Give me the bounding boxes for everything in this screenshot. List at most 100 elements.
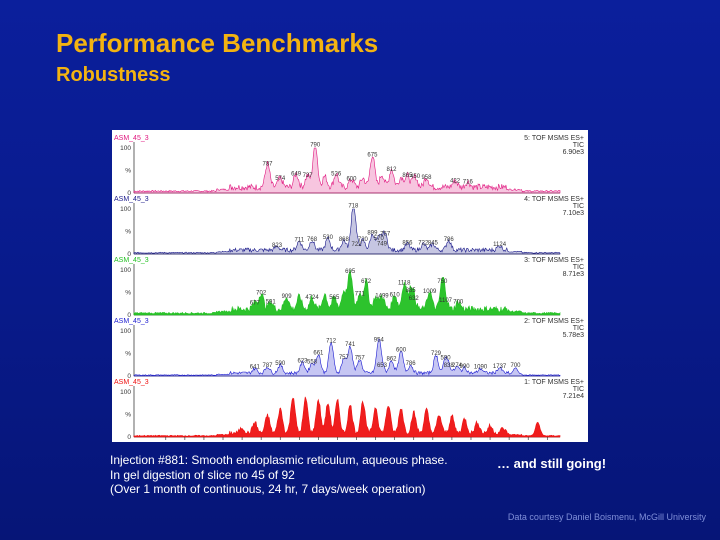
y-tick-label: 100 xyxy=(120,389,131,396)
series-trace-3 xyxy=(133,269,561,316)
panel-scan-label: 4: TOF MSMS ES+ xyxy=(524,196,584,203)
peak-label: 865 xyxy=(402,173,413,179)
y-tick-label: 0 xyxy=(127,373,131,380)
panel-intensity-label: 7.21e4 xyxy=(563,393,585,400)
peak-label: 757 xyxy=(355,356,366,362)
series-trace-5 xyxy=(133,396,561,438)
y-tick-label: % xyxy=(125,351,131,358)
panel-name-label: ASM_45_3 xyxy=(114,257,149,264)
peak-label: 1124 xyxy=(493,242,507,248)
peak-label: 868 xyxy=(339,237,350,243)
panel-intensity-label: 6.90e3 xyxy=(563,149,585,156)
peak-label: 856 xyxy=(402,240,413,246)
peak-label: 600 xyxy=(396,348,407,354)
peak-label: 787 xyxy=(263,363,274,369)
peak-label: 422 xyxy=(450,179,461,185)
peak-label: 695 xyxy=(345,269,356,275)
peak-label: 716 xyxy=(463,179,474,185)
peak-label: 600 xyxy=(346,177,357,183)
peak-label: 958 xyxy=(421,175,432,181)
peak-label: 790 xyxy=(310,143,321,149)
peak-label: 274 xyxy=(452,363,463,369)
peak-label: 565 xyxy=(329,295,340,301)
series-trace-2 xyxy=(133,208,561,255)
panel-name-label: ASM_45_3 xyxy=(114,135,149,142)
y-tick-label: % xyxy=(125,229,131,236)
peak-label: 711 xyxy=(295,238,305,244)
peak-label: 885 xyxy=(406,288,417,294)
y-tick-label: 100 xyxy=(120,206,131,213)
peak-label: 530 xyxy=(323,235,334,241)
panel-scan-label: 1: TOF MSMS ES+ xyxy=(524,379,584,386)
peak-label: 702 xyxy=(256,291,267,297)
peak-label: 786 xyxy=(444,237,455,243)
panel-name-label: ASM_45_3 xyxy=(114,379,149,386)
caption-line-1: Injection #881: Smooth endoplasmic retic… xyxy=(110,453,448,467)
peak-label: 1737 xyxy=(493,364,507,370)
peak-label: 722 xyxy=(352,242,363,248)
panel-trace-label: TIC xyxy=(573,264,584,271)
injection-caption: Injection #881: Smooth endoplasmic retic… xyxy=(110,453,448,497)
peak-label: 954 xyxy=(374,338,385,344)
peak-label: 610 xyxy=(390,292,401,298)
peak-label: 862 xyxy=(386,357,397,363)
peak-label: 909 xyxy=(282,294,293,300)
slide-subtitle: Robustness xyxy=(56,64,171,86)
peak-label: 700 xyxy=(510,363,521,369)
peak-label: 450 xyxy=(410,174,421,180)
peak-label: 672 xyxy=(361,279,372,285)
peak-label: 661 xyxy=(313,350,324,356)
peak-label: 741 xyxy=(345,342,356,348)
peak-label: 899 xyxy=(367,231,378,237)
peak-label: 590 xyxy=(275,361,286,367)
peak-label: 990 xyxy=(460,364,471,370)
y-tick-label: 100 xyxy=(120,328,131,335)
data-credit: Data courtesy Daniel Boismenu, McGill Un… xyxy=(507,512,706,522)
peak-label: 787 xyxy=(263,161,274,167)
tagline: … and still going! xyxy=(497,456,607,471)
peak-label: 649 xyxy=(291,171,302,177)
peak-label: 786 xyxy=(406,361,417,367)
peak-label: 823 xyxy=(272,243,283,249)
panel-name-label: ASM_45_3 xyxy=(114,196,149,203)
panel-trace-label: TIC xyxy=(573,142,584,149)
peak-label: 812 xyxy=(386,167,397,173)
peak-label: 623 xyxy=(297,358,308,364)
panel-name-label: ASM_45_3 xyxy=(114,318,149,325)
peak-label: 4724 xyxy=(305,295,319,301)
peak-label: 757 xyxy=(339,355,350,361)
peak-label: 1118 xyxy=(398,281,411,287)
panel-trace-label: TIC xyxy=(573,325,584,332)
peak-label: 591 xyxy=(266,300,277,306)
panel-intensity-label: 7.10e3 xyxy=(563,210,585,217)
peak-label: 718 xyxy=(348,204,359,210)
caption-line-3: (Over 1 month of continuous, 24 hr, 7 da… xyxy=(110,482,426,496)
peak-label: 590 xyxy=(441,356,452,362)
peak-label: 526 xyxy=(331,171,342,177)
peak-label: 570 xyxy=(374,236,385,242)
panel-trace-label: TIC xyxy=(573,203,584,210)
peak-label: 677 xyxy=(250,301,261,307)
y-tick-label: 0 xyxy=(127,190,131,197)
panel-intensity-label: 8.71e3 xyxy=(563,271,585,278)
peak-label: 838 xyxy=(444,363,455,369)
panel-scan-label: 5: TOF MSMS ES+ xyxy=(524,135,584,142)
peak-label: 1107 xyxy=(439,298,453,304)
peak-label: 771 xyxy=(355,292,366,298)
peak-label: 720 xyxy=(358,237,369,243)
peak-label: 749 xyxy=(377,241,388,247)
panel-scan-label: 2: TOF MSMS ES+ xyxy=(524,318,584,325)
peak-label: 641 xyxy=(250,365,261,371)
series-trace-1 xyxy=(133,147,561,194)
y-tick-label: 100 xyxy=(120,267,131,274)
caption-line-2: In gel digestion of slice no 45 of 92 xyxy=(110,467,295,482)
peak-label: 729 xyxy=(431,351,442,357)
y-tick-label: 0 xyxy=(127,434,131,441)
y-tick-label: % xyxy=(125,290,131,297)
peak-label: 712 xyxy=(326,339,337,345)
peak-label: 845 xyxy=(428,240,439,246)
panel-intensity-label: 5.78e3 xyxy=(563,332,585,339)
y-tick-label: 100 xyxy=(120,145,131,152)
peak-label: 757 xyxy=(380,231,391,237)
